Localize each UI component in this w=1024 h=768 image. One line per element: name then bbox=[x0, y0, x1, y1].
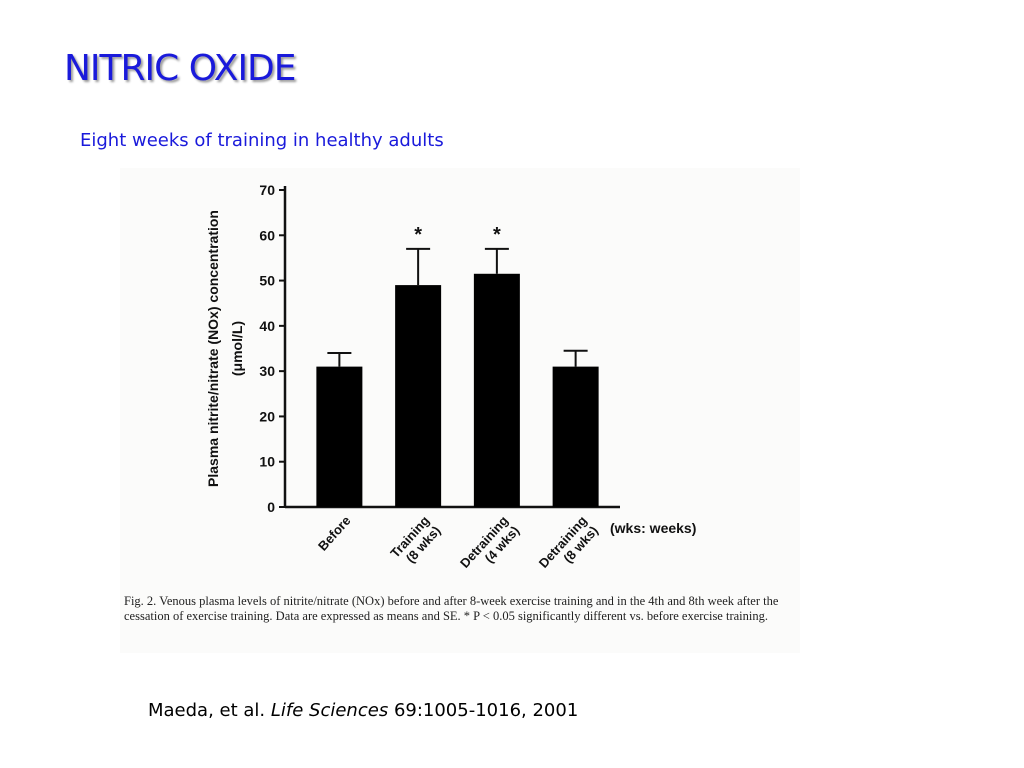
y-tick-label: 10 bbox=[259, 454, 275, 470]
citation: Maeda, et al. Life Sciences 69:1005-1016… bbox=[148, 700, 578, 721]
bar bbox=[473, 273, 520, 507]
bar bbox=[552, 366, 599, 507]
y-tick-label: 0 bbox=[267, 499, 275, 515]
bar bbox=[316, 366, 363, 507]
citation-journal: Life Sciences bbox=[270, 700, 389, 721]
bar-chart: Plasma nitrite/nitrate (NOx) concentrati… bbox=[205, 182, 696, 571]
significance-marker: * bbox=[414, 224, 422, 246]
x-category-label: Before bbox=[315, 513, 354, 554]
y-axis-label: Plasma nitrite/nitrate (NOx) concentrati… bbox=[205, 210, 221, 487]
y-tick-label: 60 bbox=[259, 227, 275, 243]
y-axis-unit-label: (μmol/L) bbox=[229, 321, 245, 376]
bar bbox=[395, 285, 442, 507]
x-category-label: Training(8 wks) bbox=[387, 513, 443, 566]
x-category-label: Detraining(4 wks) bbox=[457, 513, 522, 571]
y-tick-label: 70 bbox=[259, 182, 275, 198]
x-category-label: Detraining(8 wks) bbox=[536, 513, 601, 571]
slide-title: NITRIC OXIDE bbox=[64, 48, 297, 89]
x-category-labels: Before Training(8 wks) Detraining(4 wks) De… bbox=[315, 513, 601, 571]
figure-panel: Plasma nitrite/nitrate (NOx) concentrati… bbox=[120, 168, 800, 653]
citation-details: 69:1005-1016, 2001 bbox=[393, 700, 579, 721]
slide-subtitle: Eight weeks of training in healthy adult… bbox=[80, 130, 444, 151]
bars: * * bbox=[316, 224, 599, 507]
x-units-note: (wks: weeks) bbox=[610, 520, 696, 536]
significance-marker: * bbox=[493, 224, 501, 246]
citation-authors: Maeda, et al. bbox=[148, 700, 266, 721]
x-category-label-line: Before bbox=[315, 513, 354, 554]
y-ticks: 0 10 20 30 40 50 60 70 bbox=[259, 182, 285, 515]
y-tick-label: 30 bbox=[259, 363, 275, 379]
y-axis-label-group: Plasma nitrite/nitrate (NOx) concentrati… bbox=[205, 210, 245, 487]
figure-caption: Fig. 2. Venous plasma levels of nitrite/… bbox=[124, 594, 779, 623]
y-tick-label: 40 bbox=[259, 318, 275, 334]
y-tick-label: 50 bbox=[259, 273, 275, 289]
y-tick-label: 20 bbox=[259, 408, 275, 424]
